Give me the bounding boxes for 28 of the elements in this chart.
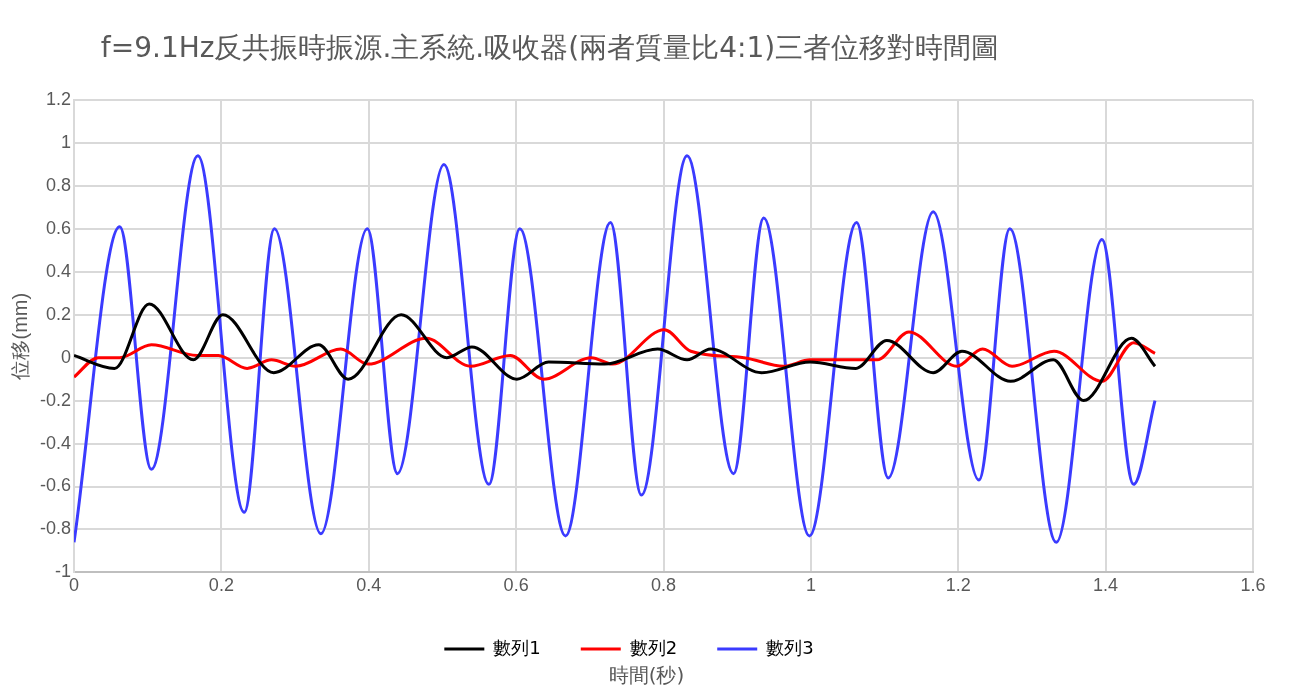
chart-title: f=9.1Hz反共振時振源.主系統.吸收器(兩者質量比4:1)三者位移對時間圖 [99,30,1001,66]
y-tick-label: 0 [61,346,72,367]
x-tick-label: 1.6 [1240,575,1266,596]
x-tick-label: 1.2 [945,575,971,596]
legend-label: 數列1 [493,636,541,658]
legend-label: 數列2 [629,636,678,658]
y-tick-label: 1 [61,131,72,152]
line-series [74,302,1157,403]
x-tick-label: 0.2 [208,575,234,596]
y-tick-label: -0.8 [39,518,72,539]
y-tick-label: 1.2 [45,88,72,109]
x-tick-label: 0.6 [503,575,529,596]
y-axis-title: 位移(mm) [8,292,31,380]
x-tick-label: 0.8 [650,575,677,596]
y-tick-label: -0.6 [39,475,72,496]
y-tick-label: -0.2 [39,389,72,410]
y-tick-label: 0.8 [45,174,72,195]
legend-label: 數列3 [766,636,814,658]
y-tick-label: 0.4 [45,260,72,281]
x-tick-label: 1 [805,575,816,596]
x-axis-title: 時間(秒) [607,662,686,689]
y-tick-label: 0.2 [45,303,72,324]
line-series [74,154,1157,544]
x-tick-label: 1.4 [1093,575,1119,596]
y-tick-label: 0.6 [45,217,72,238]
line-series [74,328,1157,383]
x-tick-label: 0.4 [356,575,382,596]
y-tick-label: -0.4 [39,432,72,453]
